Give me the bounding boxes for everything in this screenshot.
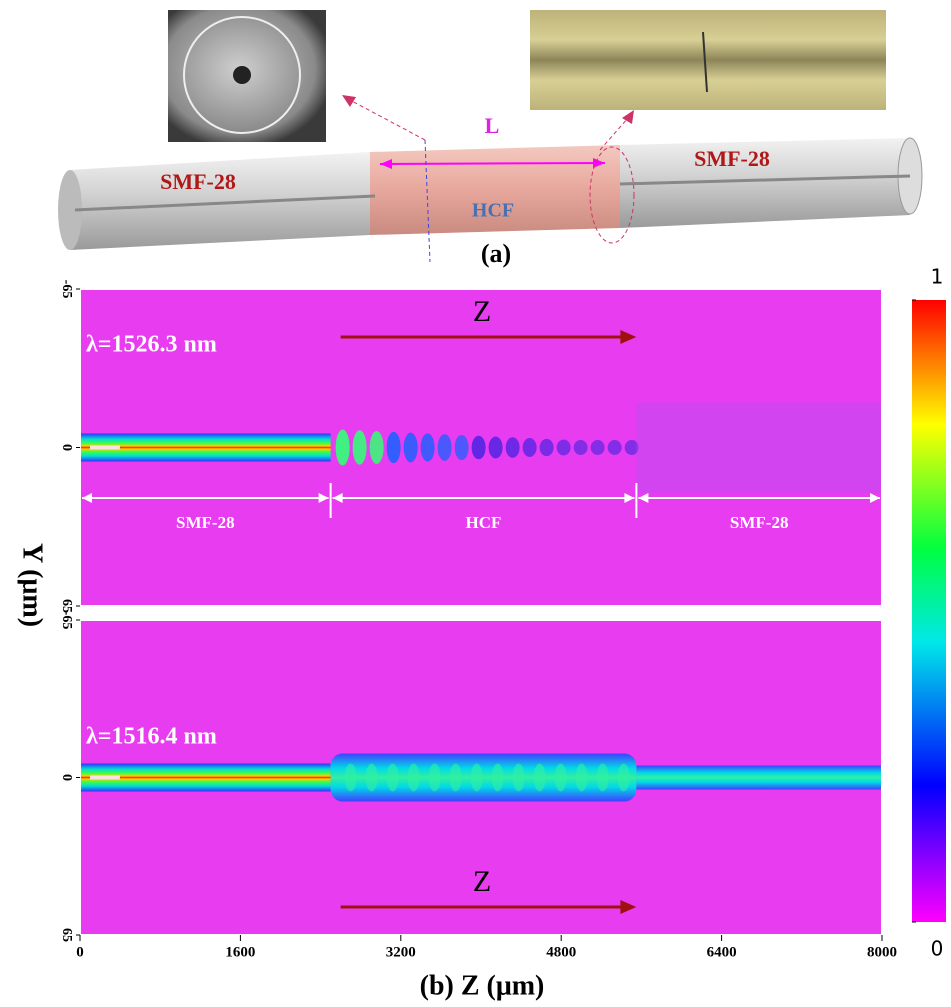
x-tick-label: 4800 bbox=[546, 944, 576, 960]
y-tick-label: 0 bbox=[59, 774, 74, 781]
smf-right bbox=[620, 138, 910, 228]
field-lobe bbox=[554, 763, 567, 792]
field-lobe bbox=[522, 438, 537, 457]
core-left bbox=[74, 194, 376, 212]
length-arrow bbox=[379, 162, 606, 165]
field-lobe bbox=[607, 440, 622, 455]
direction-arrowhead bbox=[620, 330, 637, 344]
section-label: SMF-28 bbox=[730, 513, 789, 532]
field-lobe bbox=[344, 763, 357, 792]
field-lobe bbox=[454, 434, 469, 461]
pointer bbox=[349, 99, 426, 141]
core-field bbox=[80, 763, 331, 792]
field-lobe bbox=[617, 763, 630, 792]
field-lobe bbox=[365, 763, 378, 792]
core-field bbox=[80, 433, 331, 462]
field-lobe bbox=[428, 763, 441, 792]
field-lobe bbox=[420, 433, 435, 462]
field-lobe bbox=[512, 763, 525, 792]
pointer-head bbox=[342, 95, 356, 107]
arrow-label: Z bbox=[473, 295, 491, 328]
field-lobe bbox=[352, 430, 367, 465]
smf-field bbox=[636, 765, 882, 790]
pointer-head bbox=[622, 110, 634, 124]
colorbar-tick-label: 0 bbox=[931, 937, 944, 961]
field-lobe bbox=[491, 763, 504, 792]
pointer bbox=[599, 117, 629, 151]
y-tick-label: -65 bbox=[59, 280, 74, 299]
field-lobe bbox=[386, 431, 401, 464]
fiber-label: SMF-28 bbox=[694, 146, 770, 171]
microscope-photo bbox=[530, 10, 886, 110]
colorbar bbox=[912, 300, 946, 922]
field-lobe bbox=[470, 763, 483, 792]
annotation: λ=1526.3 nm bbox=[86, 332, 217, 358]
y-axis-label: Y (μm) bbox=[17, 543, 48, 627]
y-tick-label: 0 bbox=[59, 444, 74, 451]
core-right bbox=[619, 174, 911, 186]
field-lobe bbox=[556, 439, 571, 456]
field-lobe bbox=[573, 440, 588, 455]
section-label: SMF-28 bbox=[176, 513, 235, 532]
splice-circle bbox=[589, 146, 635, 244]
length-label: L bbox=[485, 113, 500, 138]
hot-spot bbox=[90, 775, 120, 780]
field-lobe bbox=[471, 435, 486, 460]
section-line bbox=[424, 139, 431, 263]
x-tick-label: 1600 bbox=[225, 944, 255, 960]
field-lobe bbox=[369, 431, 384, 464]
field-lobe bbox=[533, 763, 546, 792]
field-lobe bbox=[505, 437, 520, 458]
panel-label: (a) bbox=[481, 239, 511, 268]
smf-left-end bbox=[58, 170, 82, 250]
smf-left bbox=[70, 152, 370, 250]
field-lobe bbox=[624, 440, 639, 455]
field-lobe bbox=[335, 429, 350, 466]
splice-line bbox=[702, 31, 708, 93]
fiber-label: HCF bbox=[472, 200, 514, 222]
hot-spot bbox=[90, 445, 120, 450]
x-tick-label: 6400 bbox=[707, 944, 737, 960]
x-tick-label: 3200 bbox=[386, 944, 416, 960]
field-lobe bbox=[403, 432, 418, 463]
fiber-hole bbox=[233, 66, 251, 84]
x-tick-label: 8000 bbox=[867, 944, 897, 960]
hcf-body bbox=[370, 145, 620, 235]
x-tick-label: 0 bbox=[76, 944, 84, 960]
x-axis-label: (b) Z (μm) bbox=[420, 970, 545, 1001]
field-lobe bbox=[596, 763, 609, 792]
field-lobe bbox=[437, 434, 452, 461]
direction-arrowhead bbox=[620, 900, 637, 914]
y-tick-label: -65 bbox=[59, 611, 74, 630]
weak-field bbox=[636, 402, 882, 493]
colorbar-tick-label: 1 bbox=[931, 265, 944, 289]
y-tick-label: 65 bbox=[59, 599, 74, 613]
field-lobe bbox=[488, 436, 503, 459]
arrow-label: Z bbox=[473, 865, 491, 898]
field-lobe bbox=[449, 763, 462, 792]
field-lobe bbox=[386, 763, 399, 792]
field-lobe bbox=[575, 763, 588, 792]
section-label: HCF bbox=[466, 513, 502, 532]
fiber-label: SMF-28 bbox=[160, 169, 236, 194]
fiber-face bbox=[183, 16, 301, 134]
schematic: L SMF-28 SMF-28 HCF (a) bbox=[58, 10, 923, 268]
y-tick-label: 65 bbox=[59, 928, 74, 942]
field-lobe bbox=[407, 763, 420, 792]
field-lobe bbox=[539, 438, 554, 457]
field-lobe bbox=[590, 440, 605, 455]
annotation: λ=1516.4 nm bbox=[86, 724, 217, 750]
